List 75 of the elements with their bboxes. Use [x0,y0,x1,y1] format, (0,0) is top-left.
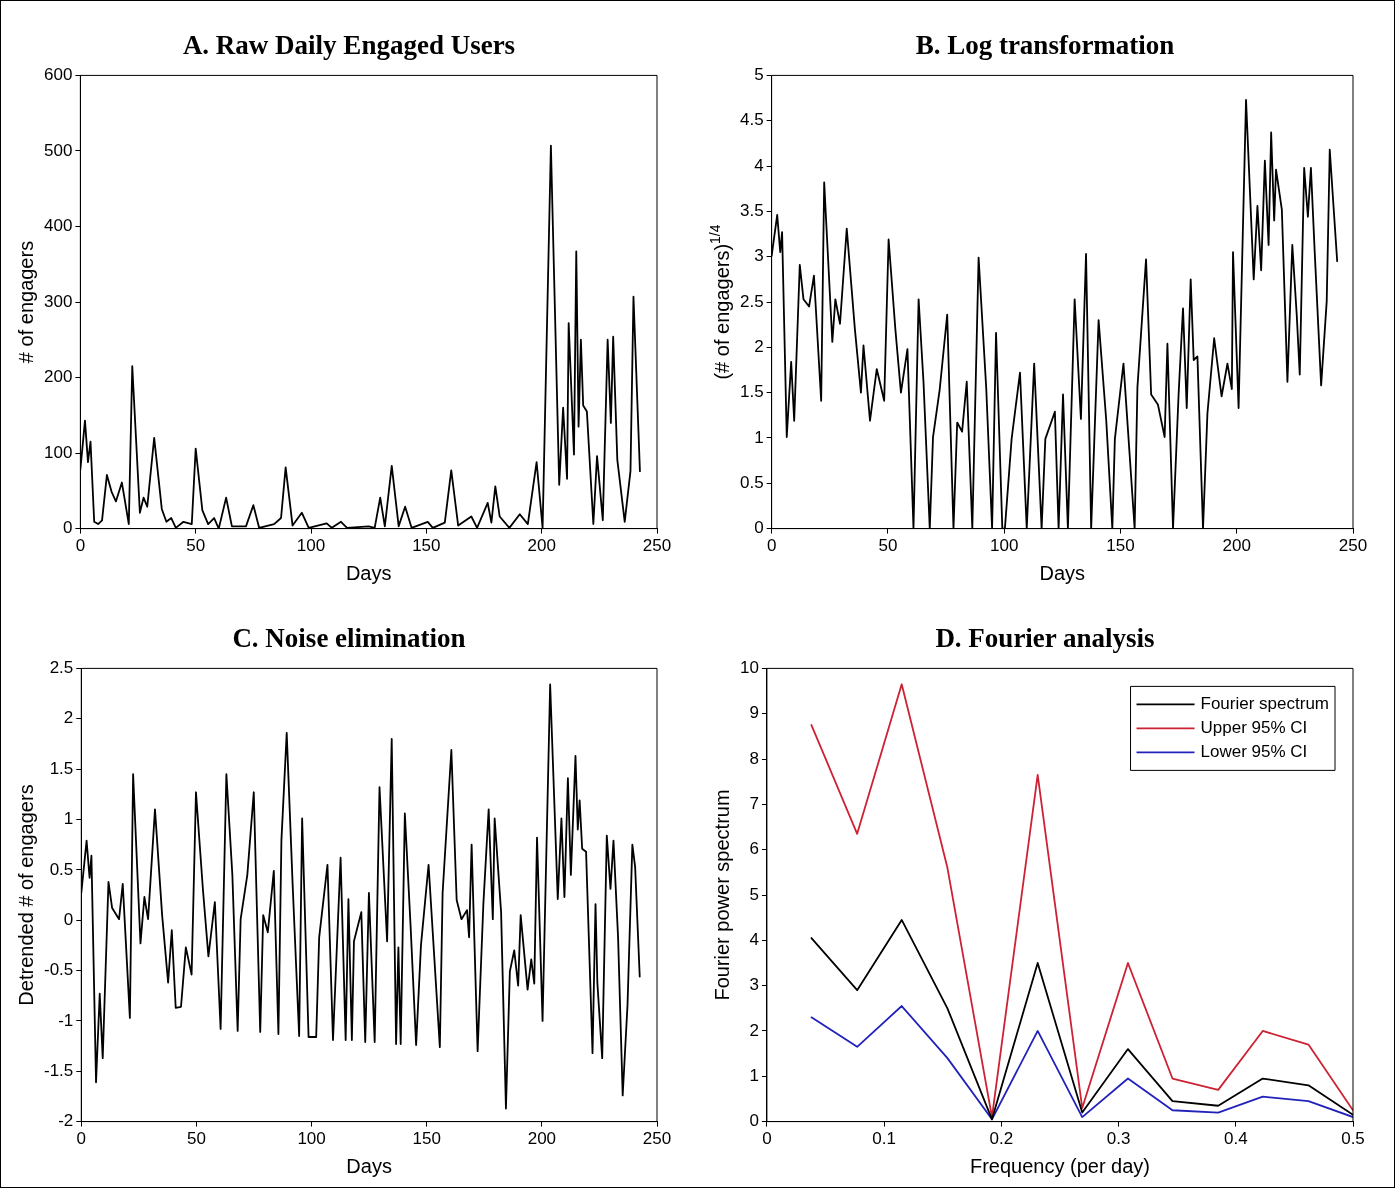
y-tick-label: 7 [749,794,759,814]
y-tick-label: 200 [43,367,73,387]
x-tick-label: 0.1 [872,1129,896,1149]
y-tick-label: 2 [63,708,74,728]
y-tick-label: 5 [749,884,759,904]
x-tick-label: 100 [297,1129,326,1149]
y-tick-label: 3.5 [739,201,764,221]
x-tick-label: 200 [527,1129,557,1149]
y-axis-title: Detrended # of engagers [15,784,37,1006]
x-axis-title: Frequency (per day) [969,1154,1150,1177]
x-tick-label: 50 [186,536,206,556]
x-tick-label: 0.2 [989,1129,1014,1149]
x-tick-label: 250 [642,1129,672,1149]
x-tick-label: 250 [642,536,672,556]
legend-label: Upper 95% CI [1200,718,1308,738]
chart-title: A. Raw Daily Engaged Users [182,30,516,61]
legend-label: Fourier spectrum [1200,694,1329,714]
chart-title: C. Noise elimination [232,623,466,654]
y-axis-title: (# of engagers)1/4 [707,224,733,380]
y-tick-label: 4.5 [739,110,764,130]
x-axis-title: Days [345,561,392,584]
x-tick-label: 250 [1338,536,1368,556]
y-tick-label: 100 [43,442,73,462]
x-tick-label: 100 [989,536,1019,556]
y-tick-label: -1.5 [44,1060,74,1080]
x-tick-label: 0.4 [1223,1129,1248,1149]
x-tick-label: 0.3 [1106,1129,1131,1149]
y-tick-label: 0 [754,518,764,538]
y-tick-label: 1 [63,809,74,829]
y-tick-label: 600 [43,65,73,85]
y-tick-label: 4 [749,930,759,950]
y-axis-title: Fourier power spectrum [711,789,733,1001]
y-tick-label: 500 [43,140,73,160]
x-tick-label: 0.5 [1341,1129,1365,1149]
y-tick-label: 1 [749,1065,759,1085]
chart-title: B. Log transformation [915,30,1175,61]
y-tick-label: 1 [754,427,764,447]
y-tick-label: 5 [754,65,764,85]
y-tick-label: 6 [749,839,759,859]
y-tick-label: 400 [43,216,73,236]
y-tick-label: 8 [749,748,759,768]
y-tick-label: 0 [62,518,73,538]
x-tick-label: 0 [76,1129,87,1149]
x-tick-label: 50 [186,1129,206,1149]
y-tick-label: 0 [749,1111,759,1131]
y-tick-label: -1 [58,1010,74,1030]
y-tick-label: 3 [749,975,759,995]
y-tick-label: 1.5 [739,382,764,402]
y-tick-label: 0.5 [739,472,764,492]
y-tick-label: -2 [58,1111,74,1131]
y-tick-label: 0.5 [49,859,74,879]
x-tick-label: 50 [878,536,898,556]
y-tick-label: 2 [754,337,764,357]
chart-title: D. Fourier analysis [935,623,1155,654]
x-tick-label: 150 [412,536,441,556]
y-tick-label: -0.5 [44,960,74,980]
x-tick-label: 150 [1106,536,1135,556]
x-axis-title: Days [1039,561,1086,584]
x-tick-label: 100 [296,536,326,556]
y-tick-label: 4 [754,155,764,175]
legend-label: Lower 95% CI [1200,742,1308,762]
y-tick-label: 2.5 [739,291,764,311]
y-tick-label: 2.5 [49,658,74,678]
y-tick-label: 9 [749,703,759,723]
x-tick-label: 150 [412,1129,441,1149]
y-tick-label: 10 [739,658,759,678]
x-axis-title: Days [346,1154,392,1177]
y-tick-label: 2 [749,1020,759,1040]
y-tick-label: 0 [63,909,74,929]
y-tick-label: 1.5 [49,758,74,778]
y-tick-label: 300 [43,291,73,311]
x-tick-label: 200 [1222,536,1251,556]
y-axis-title: # of engagers [15,240,37,364]
x-tick-label: 200 [527,536,556,556]
y-tick-label: 3 [754,246,764,266]
